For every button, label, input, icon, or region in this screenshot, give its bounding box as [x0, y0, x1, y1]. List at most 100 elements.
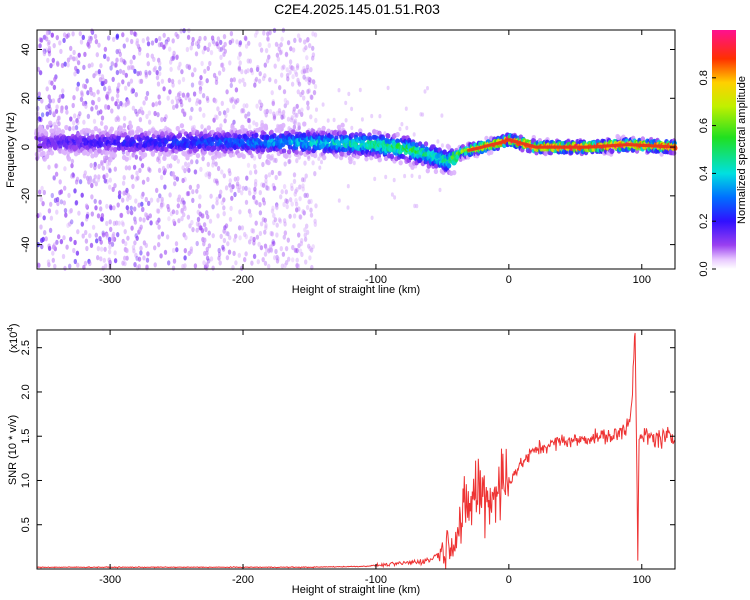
- noise-point: [292, 213, 297, 219]
- noise-point: [213, 114, 218, 120]
- noise-point: [95, 238, 99, 244]
- noise-point: [360, 117, 364, 122]
- noise-point: [52, 110, 56, 116]
- noise-point: [306, 105, 310, 111]
- ridge-point: [489, 149, 494, 155]
- noise-point: [288, 158, 292, 164]
- noise-point: [229, 77, 234, 83]
- noise-point: [134, 176, 138, 182]
- noise-point: [215, 200, 219, 206]
- noise-point: [288, 64, 293, 70]
- noise-point: [140, 193, 144, 200]
- noise-point: [44, 236, 48, 242]
- ridge-point: [177, 132, 183, 138]
- noise-point: [145, 264, 149, 270]
- noise-point: [116, 232, 120, 238]
- noise-point: [201, 93, 206, 99]
- noise-point: [226, 231, 230, 237]
- x-tick-label: -200: [232, 274, 254, 286]
- noise-point: [103, 178, 108, 184]
- ridge-point: [281, 148, 287, 154]
- noise-point: [307, 155, 311, 161]
- noise-point: [191, 36, 195, 43]
- noise-point: [202, 222, 207, 228]
- noise-point: [158, 71, 162, 77]
- noise-point: [421, 112, 425, 117]
- noise-point: [78, 179, 83, 185]
- noise-point: [332, 117, 336, 123]
- noise-point: [148, 70, 152, 76]
- ridge-point: [452, 170, 457, 176]
- noise-point: [390, 192, 394, 197]
- noise-point: [47, 243, 51, 249]
- ridge-point: [90, 133, 95, 139]
- noise-point: [280, 189, 284, 195]
- noise-point: [154, 37, 158, 44]
- noise-point: [273, 255, 277, 261]
- noise-point: [175, 54, 179, 61]
- noise-point: [130, 174, 134, 180]
- noise-point: [48, 227, 53, 233]
- noise-point: [65, 33, 69, 39]
- ridge-point: [97, 147, 102, 154]
- noise-point: [193, 263, 198, 269]
- noise-point: [240, 190, 244, 196]
- noise-point: [203, 35, 207, 41]
- ridge-point: [543, 151, 548, 157]
- noise-point: [309, 67, 313, 73]
- noise-point: [92, 73, 96, 79]
- ridge-point: [350, 132, 355, 138]
- noise-point: [47, 262, 51, 268]
- noise-point: [137, 256, 142, 262]
- noise-point: [184, 235, 188, 241]
- noise-point: [272, 115, 277, 121]
- noise-point: [304, 45, 308, 51]
- noise-point: [200, 80, 204, 87]
- ridge-point: [265, 135, 270, 141]
- noise-point: [165, 234, 170, 240]
- noise-point: [123, 229, 127, 235]
- noise-point: [112, 220, 117, 226]
- noise-point: [153, 245, 157, 251]
- noise-point: [206, 65, 210, 71]
- noise-point: [199, 75, 203, 81]
- noise-point: [55, 104, 59, 110]
- noise-point: [159, 174, 164, 181]
- noise-point: [227, 168, 231, 174]
- noise-point: [311, 55, 315, 61]
- noise-point: [196, 209, 200, 215]
- noise-point: [129, 205, 133, 211]
- noise-point: [248, 58, 252, 64]
- noise-point: [56, 200, 60, 207]
- noise-point: [253, 32, 258, 38]
- noise-point: [130, 38, 134, 45]
- noise-point: [350, 106, 354, 112]
- noise-point: [140, 201, 144, 207]
- noise-point: [126, 192, 130, 198]
- noise-point: [253, 82, 257, 88]
- noise-point: [305, 223, 309, 229]
- noise-point: [311, 45, 315, 51]
- noise-point: [206, 46, 210, 53]
- colorbar-gradient: [712, 30, 736, 269]
- noise-point: [134, 198, 138, 204]
- noise-point: [280, 65, 285, 71]
- ridge-point: [433, 168, 439, 175]
- noise-point: [262, 200, 266, 206]
- noise-point: [105, 164, 110, 170]
- noise-point: [269, 230, 273, 237]
- noise-point: [413, 203, 417, 209]
- noise-point: [291, 257, 295, 263]
- noise-point: [205, 95, 210, 101]
- noise-point: [58, 40, 62, 46]
- noise-point: [135, 111, 139, 117]
- spectrogram-points: [34, 27, 678, 272]
- ridge-point: [247, 149, 253, 155]
- noise-point: [66, 32, 71, 38]
- noise-point: [90, 211, 95, 217]
- noise-point: [131, 65, 135, 71]
- noise-point: [40, 98, 44, 104]
- noise-point: [245, 175, 249, 181]
- noise-point: [373, 176, 377, 182]
- noise-point: [234, 233, 238, 239]
